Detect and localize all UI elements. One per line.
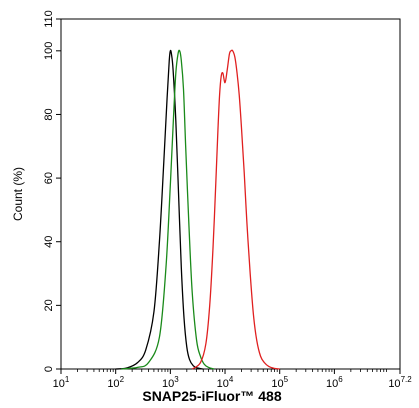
x-axis-title: SNAP25-iFluor™ 488: [142, 388, 281, 404]
histogram-series-3: [191, 49, 280, 370]
y-tick-label: 40: [43, 236, 55, 248]
y-tick-label: 60: [43, 172, 55, 184]
y-tick-label: 0: [43, 366, 55, 372]
x-axis-ticks: 101 102 103 104 105 106 107.2: [53, 369, 412, 390]
x-tick-label: 106: [326, 375, 343, 390]
y-tick-label: 20: [43, 299, 55, 311]
x-tick-label: 104: [217, 375, 234, 390]
x-tick-label: 103: [162, 375, 179, 390]
x-tick-label: 102: [107, 375, 124, 390]
x-tick-label: 107.2: [388, 375, 412, 390]
y-tick-label: 100: [43, 42, 55, 60]
y-axis-ticks: 0 20 40 60 80 100 110: [43, 10, 61, 372]
histogram-series-2: [121, 49, 215, 370]
x-tick-label: 105: [271, 375, 288, 390]
series-layer: [115, 49, 280, 370]
x-tick-label: 101: [53, 375, 70, 390]
histogram-series-1: [115, 49, 204, 370]
plot-frame: [60, 18, 401, 370]
y-tick-label: 110: [43, 10, 55, 28]
y-tick-label: 80: [43, 108, 55, 120]
y-axis-title: Count (%): [11, 167, 25, 221]
